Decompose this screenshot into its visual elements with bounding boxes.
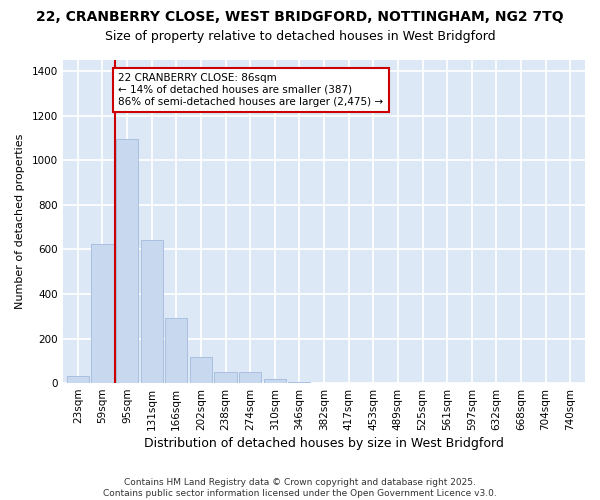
Text: 22, CRANBERRY CLOSE, WEST BRIDGFORD, NOTTINGHAM, NG2 7TQ: 22, CRANBERRY CLOSE, WEST BRIDGFORD, NOT…	[36, 10, 564, 24]
Bar	[165, 318, 187, 383]
Y-axis label: Number of detached properties: Number of detached properties	[15, 134, 25, 309]
Bar	[190, 358, 212, 383]
Bar	[140, 240, 163, 383]
Bar	[116, 139, 138, 383]
Text: Contains HM Land Registry data © Crown copyright and database right 2025.
Contai: Contains HM Land Registry data © Crown c…	[103, 478, 497, 498]
Text: Size of property relative to detached houses in West Bridgford: Size of property relative to detached ho…	[104, 30, 496, 43]
Bar	[214, 372, 236, 383]
Bar	[91, 244, 113, 383]
Bar	[67, 376, 89, 383]
X-axis label: Distribution of detached houses by size in West Bridgford: Distribution of detached houses by size …	[144, 437, 504, 450]
Bar	[239, 372, 261, 383]
Bar	[264, 378, 286, 383]
Bar	[289, 382, 310, 383]
Text: 22 CRANBERRY CLOSE: 86sqm
← 14% of detached houses are smaller (387)
86% of semi: 22 CRANBERRY CLOSE: 86sqm ← 14% of detac…	[118, 74, 383, 106]
